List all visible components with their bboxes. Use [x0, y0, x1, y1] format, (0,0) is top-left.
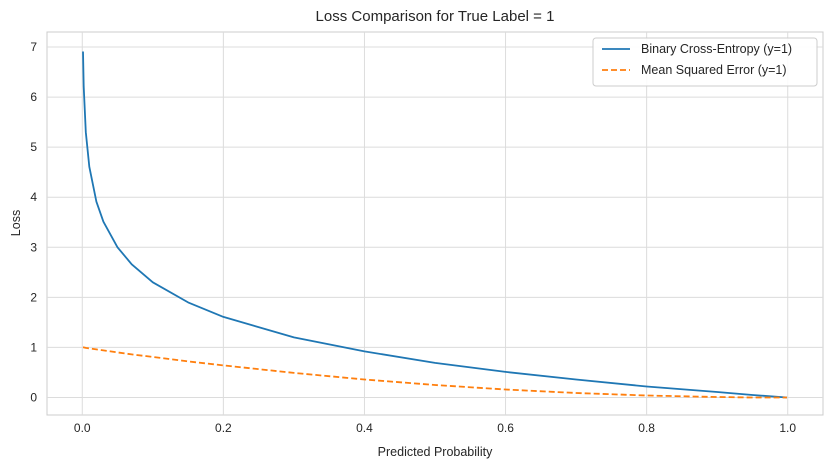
legend: Binary Cross-Entropy (y=1) Mean Squared …	[592, 37, 818, 87]
x-tick-label: 0.4	[356, 421, 373, 435]
y-tick-label: 2	[30, 290, 37, 304]
x-axis-label: Predicted Probability	[378, 445, 493, 459]
y-tick-label: 1	[30, 340, 37, 354]
chart-title: Loss Comparison for True Label = 1	[316, 8, 555, 25]
x-tick-label: 0.2	[215, 421, 232, 435]
y-tick-label: 7	[30, 40, 37, 54]
tick-labels: 0.0 0.2 0.4 0.6 0.8 1.0 0 1 2 3 4 5 6 7	[30, 40, 796, 435]
x-tick-label: 0.0	[74, 421, 91, 435]
y-tick-label: 0	[30, 390, 37, 404]
x-tick-label: 1.0	[779, 421, 796, 435]
y-tick-label: 6	[30, 90, 37, 104]
plot-area	[46, 31, 824, 416]
series-lines	[82, 51, 788, 399]
y-tick-label: 3	[30, 240, 37, 254]
legend-box	[592, 37, 818, 87]
mse-series-line	[82, 346, 787, 399]
y-tick-label: 5	[30, 140, 37, 154]
y-axis-label: Loss	[9, 210, 23, 236]
x-tick-label: 0.6	[497, 421, 514, 435]
legend-label-bce: Binary Cross-Entropy (y=1)	[641, 42, 792, 56]
y-tick-label: 4	[30, 190, 37, 204]
x-tick-label: 0.8	[638, 421, 655, 435]
legend-label-mse: Mean Squared Error (y=1)	[641, 63, 787, 77]
grid-lines	[47, 32, 823, 415]
bce-series-line	[82, 51, 788, 399]
